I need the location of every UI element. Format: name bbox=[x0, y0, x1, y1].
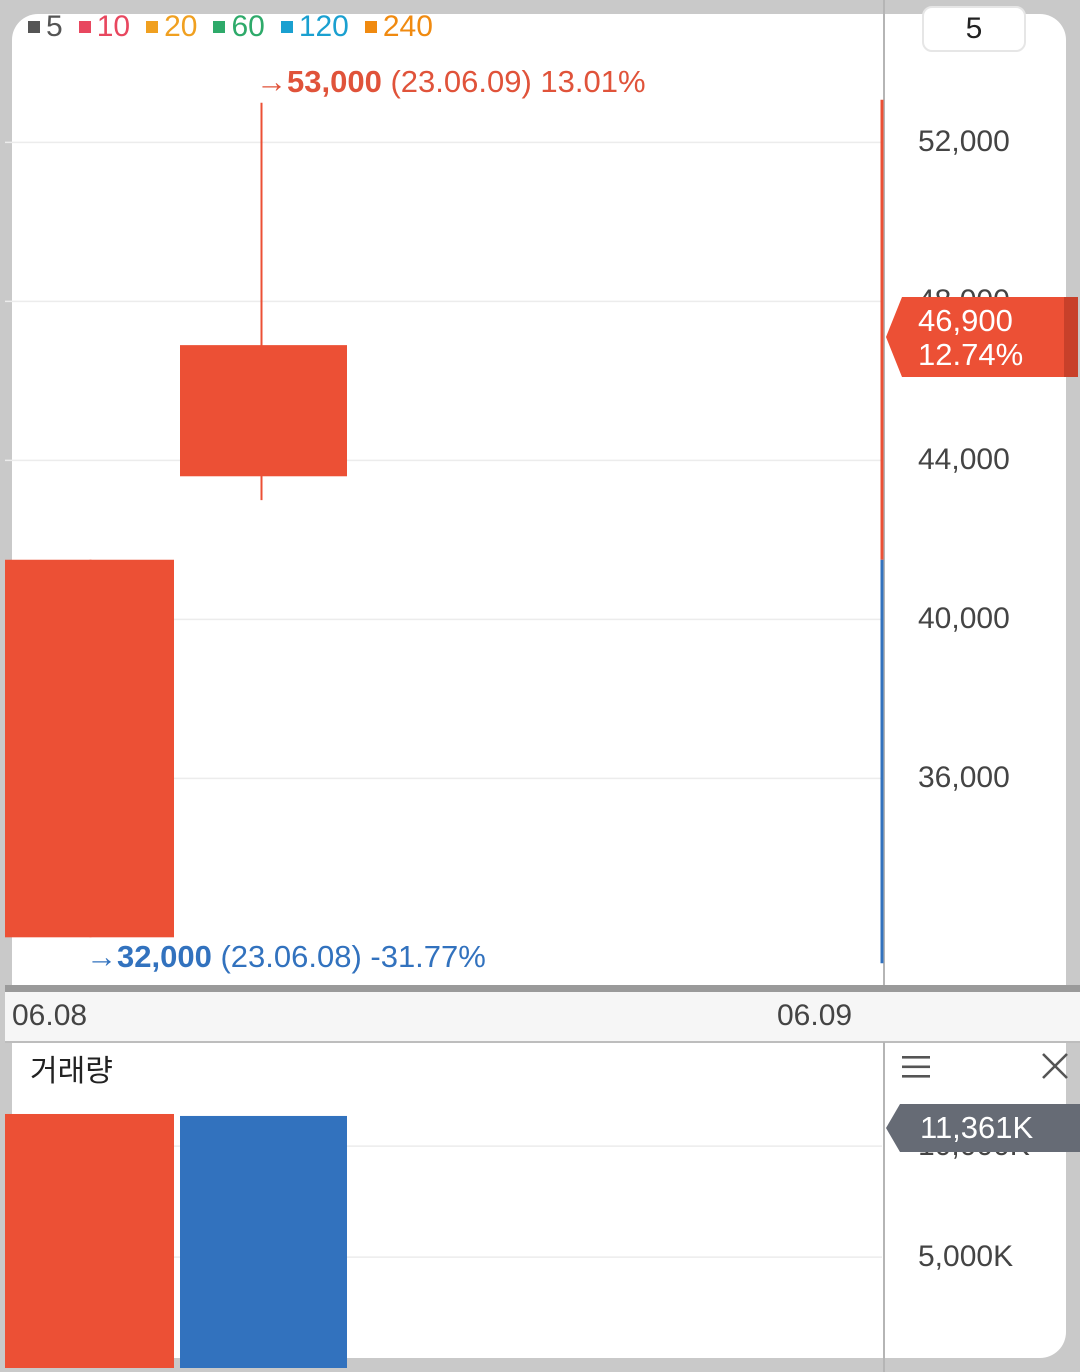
x-axis-band bbox=[5, 992, 1080, 1042]
current-price-badge-shape bbox=[886, 297, 1078, 377]
legend-item-ma5: 5 bbox=[28, 12, 63, 42]
volume-close-icon[interactable] bbox=[1040, 1051, 1070, 1081]
price-tick-label: 40,000 bbox=[918, 602, 1010, 636]
legend-label: 240 bbox=[382, 10, 433, 43]
price-tick-label: 52,000 bbox=[918, 125, 1010, 159]
candle-body bbox=[180, 345, 347, 477]
candle-body bbox=[5, 559, 174, 938]
legend-swatch bbox=[280, 21, 293, 33]
legend-item-ma120: 120 bbox=[280, 10, 349, 43]
legend-label: 60 bbox=[231, 10, 265, 43]
legend-swatch bbox=[28, 21, 40, 33]
max-annotation-arrow: → bbox=[256, 64, 287, 99]
volume-bar bbox=[5, 1113, 174, 1368]
volume-tick-label: 5,000K bbox=[918, 1240, 1014, 1274]
price-tick-label: 44,000 bbox=[918, 443, 1010, 477]
current-price-value: 46,900 bbox=[918, 303, 1013, 338]
legend-item-ma20: 20 bbox=[146, 12, 197, 42]
period-selector-label: 5 bbox=[965, 12, 983, 45]
legend-label: 5 bbox=[46, 10, 63, 43]
period-selector-button[interactable]: 5 bbox=[922, 6, 1026, 52]
legend-label: 120 bbox=[298, 10, 349, 43]
date-tick-label: 06.08 bbox=[12, 999, 88, 1032]
legend-label: 20 bbox=[164, 10, 198, 43]
legend-swatch bbox=[213, 21, 226, 33]
volume-panel-title: 거래량 bbox=[30, 1055, 113, 1088]
date-tick-label: 06.09 bbox=[777, 999, 853, 1032]
min-price-annotation: →32,000 (23.06.08) -31.77% bbox=[86, 941, 486, 972]
max-annotation-detail: (23.06.09) 13.01% bbox=[390, 64, 646, 99]
legend-item-ma240: 240 bbox=[364, 10, 433, 43]
min-annotation-arrow: → bbox=[86, 939, 117, 974]
legend-swatch bbox=[78, 21, 91, 33]
current-volume-value: 11,361K bbox=[920, 1110, 1034, 1145]
volume-menu-icon[interactable] bbox=[900, 1054, 932, 1080]
current-price-badge: 46,900 12.74% bbox=[886, 297, 1078, 377]
legend-swatch bbox=[364, 21, 377, 33]
volume-bar bbox=[180, 1115, 347, 1368]
current-price-change: 12.74% bbox=[918, 337, 1024, 372]
legend-item-ma60: 60 bbox=[213, 10, 265, 43]
legend-item-ma10: 10 bbox=[78, 10, 131, 43]
price-tick-label: 36,000 bbox=[918, 761, 1010, 795]
legend-label: 10 bbox=[96, 10, 131, 43]
x-axis-bar bbox=[5, 985, 1080, 992]
moving-average-legend: 5 10 20 60 120 240 bbox=[28, 12, 433, 42]
min-annotation-detail: (23.06.08) -31.77% bbox=[220, 939, 486, 974]
current-volume-badge: 11,361K bbox=[886, 1104, 1080, 1152]
max-price-annotation: →53,000 (23.06.09) 13.01% bbox=[256, 66, 646, 97]
legend-swatch bbox=[146, 21, 159, 33]
current-volume-badge-shape bbox=[886, 1104, 1080, 1152]
min-annotation-value: 32,000 bbox=[117, 939, 212, 974]
max-annotation-value: 53,000 bbox=[287, 64, 382, 99]
